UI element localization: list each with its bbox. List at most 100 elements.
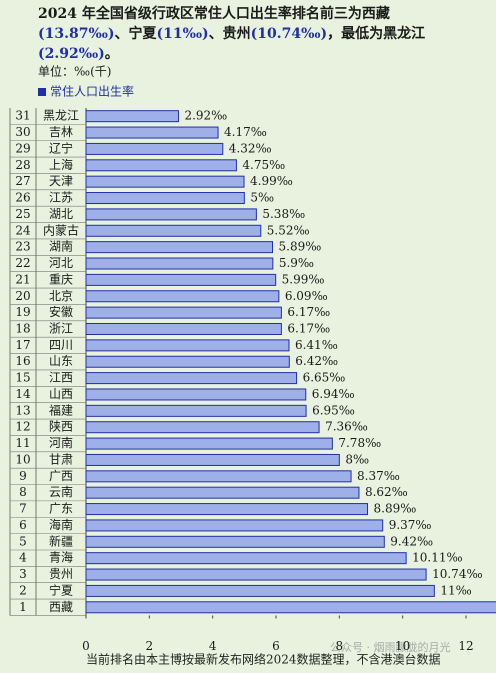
rank-label: 19 (15, 305, 30, 319)
x-tick-label: 12 (458, 639, 473, 653)
category-label: 内蒙古 (43, 222, 79, 237)
bar (85, 388, 307, 401)
bar (85, 175, 245, 188)
rank-label: 8 (19, 485, 27, 499)
rank-label: 27 (15, 174, 30, 188)
rank-label: 1 (19, 600, 27, 614)
value-label: 7.36‰ (325, 420, 368, 434)
value-label: 6.41‰ (295, 338, 338, 352)
category-label: 北京 (49, 289, 73, 303)
rank-label: 31 (15, 109, 30, 123)
unit: 单位：‰(千) (38, 64, 111, 79)
category-label: 山东 (49, 354, 73, 368)
value-label: 7.78‰ (338, 436, 381, 450)
value-label: 5.38‰ (262, 207, 305, 221)
title-segment: (2.92‰) (38, 46, 105, 62)
rank-label: 18 (15, 321, 30, 335)
bar (85, 601, 496, 614)
category-label: 江苏 (49, 191, 73, 205)
bar (85, 453, 340, 466)
category-label: 贵州 (49, 567, 73, 581)
chart-title: (13.87‰)、宁夏(11‰)、贵州(10.74‰)，最低为黑龙江 (38, 25, 425, 42)
value-label: 6.17‰ (287, 305, 330, 319)
category-label: 重庆 (49, 272, 73, 286)
value-label: 8‰ (345, 452, 369, 466)
watermark: 公众号 · 烟雨朦胧的月光 (330, 640, 451, 654)
rank-label: 17 (15, 338, 30, 352)
rank-label: 4 (19, 551, 27, 565)
value-label: 2.92‰ (184, 109, 227, 123)
value-label: 5.9‰ (279, 256, 314, 270)
category-label: 海南 (49, 517, 73, 532)
rank-label: 5 (19, 534, 27, 548)
rank-label: 22 (15, 256, 30, 270)
bar (85, 535, 385, 548)
bar (85, 519, 384, 532)
legend-swatch (38, 88, 46, 96)
category-label: 陕西 (49, 419, 73, 434)
bar (85, 584, 435, 597)
bar (85, 224, 262, 237)
value-label: 5.52‰ (267, 223, 310, 237)
category-label: 福建 (49, 402, 73, 417)
rank-label: 16 (15, 354, 30, 368)
value-label: 4.75‰ (242, 158, 285, 172)
rank-label: 29 (15, 141, 30, 155)
title-segment: 2024 年全国省级行政区常住人口出生率排名前三为西藏 (38, 5, 390, 22)
category-label: 青海 (49, 550, 73, 565)
value-label: 5‰ (250, 191, 274, 205)
value-label: 8.89‰ (374, 502, 417, 516)
category-label: 江西 (49, 371, 73, 385)
bar (85, 306, 282, 319)
value-label: 4.32‰ (229, 141, 272, 155)
bar (85, 290, 280, 303)
bar (85, 372, 298, 385)
category-label: 河北 (49, 256, 73, 270)
value-label: 6.17‰ (287, 321, 330, 335)
value-label: 6.94‰ (312, 387, 355, 401)
value-label: 5.89‰ (279, 240, 322, 254)
bar (85, 192, 245, 205)
value-label: 5.99‰ (282, 272, 325, 286)
rank-label: 20 (15, 289, 30, 303)
x-tick-label: 10 (395, 639, 410, 653)
category-label: 浙江 (49, 321, 73, 335)
chart-title: (2.92‰)。 (38, 46, 119, 62)
bar (85, 404, 307, 417)
legend-label: 常住人口出生率 (50, 84, 134, 99)
rank-label: 21 (15, 272, 30, 286)
category-label: 广东 (49, 502, 73, 516)
category-label: 云南 (49, 484, 73, 499)
value-label: 8.62‰ (365, 485, 408, 499)
rank-label: 6 (19, 518, 27, 532)
value-label: 6.09‰ (285, 289, 328, 303)
bar (85, 486, 360, 499)
bar (85, 568, 427, 581)
title-segment: (11‰) (156, 26, 208, 42)
rank-label: 26 (15, 191, 30, 205)
bar (85, 339, 290, 352)
rank-label: 10 (15, 452, 30, 466)
value-label: 9.37‰ (389, 518, 432, 532)
x-tick-label: 8 (336, 639, 344, 653)
footnote: 当前排名由本主博按最新发布网络2024数据整理，不含港澳台数据 (86, 652, 441, 667)
bar (85, 142, 224, 155)
title-segment: (13.87‰) (38, 26, 114, 42)
x-tick-label: 2 (146, 639, 154, 653)
rank-label: 9 (19, 469, 27, 483)
bar (85, 159, 237, 172)
category-label: 广西 (49, 469, 73, 483)
title-segment: 、宁夏 (114, 25, 157, 42)
value-label: 6.42‰ (295, 354, 338, 368)
bar (85, 241, 274, 254)
x-tick-label: 0 (82, 639, 90, 653)
title-segment: 、贵州 (209, 25, 251, 42)
category-label: 西藏 (49, 600, 73, 614)
bar (85, 470, 352, 483)
category-label: 甘肃 (49, 452, 73, 466)
value-label: 4.17‰ (224, 125, 267, 139)
category-label: 湖北 (49, 206, 73, 221)
value-label: 11‰ (440, 583, 471, 597)
category-label: 安徽 (49, 304, 73, 319)
